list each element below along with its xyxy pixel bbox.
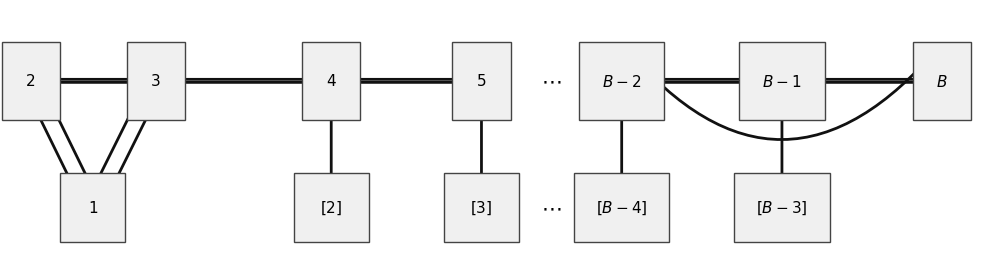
FancyBboxPatch shape	[452, 42, 510, 121]
FancyBboxPatch shape	[738, 42, 824, 121]
FancyBboxPatch shape	[573, 174, 668, 242]
Text: $B-2$: $B-2$	[601, 74, 640, 89]
FancyBboxPatch shape	[578, 42, 663, 121]
Text: 2: 2	[26, 74, 35, 89]
Text: 4: 4	[326, 74, 336, 89]
FancyBboxPatch shape	[912, 42, 970, 121]
Text: $[B-3]$: $[B-3]$	[756, 199, 807, 216]
Text: $B$: $B$	[936, 74, 947, 89]
FancyBboxPatch shape	[60, 174, 125, 242]
Text: $\cdots$: $\cdots$	[541, 198, 561, 218]
Text: 1: 1	[88, 200, 97, 215]
Text: $\cdots$: $\cdots$	[541, 72, 561, 91]
Text: $B-1$: $B-1$	[762, 74, 801, 89]
Text: 3: 3	[151, 74, 160, 89]
FancyBboxPatch shape	[2, 42, 60, 121]
FancyBboxPatch shape	[733, 174, 829, 242]
FancyBboxPatch shape	[302, 42, 360, 121]
FancyBboxPatch shape	[444, 174, 518, 242]
Text: $[3]$: $[3]$	[470, 199, 492, 216]
FancyBboxPatch shape	[294, 174, 369, 242]
Text: $[2]$: $[2]$	[320, 199, 342, 216]
Text: 5: 5	[476, 74, 486, 89]
Text: $[B-4]$: $[B-4]$	[595, 199, 647, 216]
FancyBboxPatch shape	[127, 42, 184, 121]
